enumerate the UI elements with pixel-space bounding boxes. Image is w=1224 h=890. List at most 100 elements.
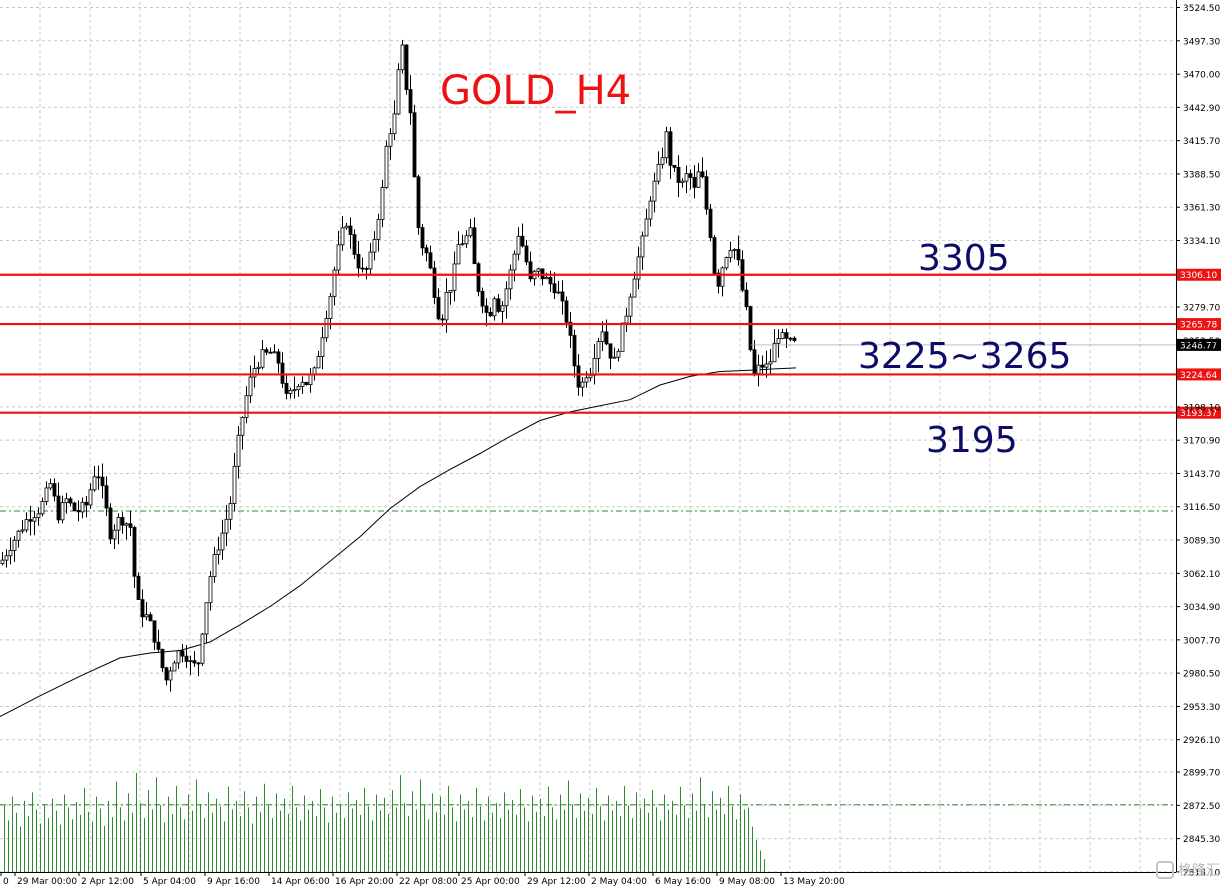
candle-body <box>768 361 773 365</box>
candle-body <box>20 529 25 532</box>
candle <box>476 261 481 297</box>
candle-body <box>184 655 189 662</box>
level-label-box <box>1177 318 1221 331</box>
candle <box>40 497 45 517</box>
candle <box>372 231 377 261</box>
candle <box>176 649 181 669</box>
candle <box>248 365 253 404</box>
candle <box>20 520 25 534</box>
candle <box>580 376 585 397</box>
candle <box>364 266 369 280</box>
candle-body <box>484 305 489 313</box>
candle-body <box>68 498 73 504</box>
current-price-box <box>1177 338 1221 351</box>
candle-body <box>280 362 285 384</box>
price-tick-label: 3388.50 <box>1183 170 1220 180</box>
candle <box>292 376 297 399</box>
candle <box>660 147 665 169</box>
candle-body <box>100 476 105 487</box>
candle <box>684 165 689 194</box>
candle <box>164 666 169 686</box>
candle <box>592 344 597 385</box>
candle-body <box>432 267 437 298</box>
candle-body <box>384 145 389 188</box>
candle <box>704 170 709 215</box>
candle <box>156 629 161 652</box>
price-tick-label: 3442.90 <box>1183 104 1220 114</box>
candle-body <box>584 377 589 383</box>
candle-body <box>324 318 329 339</box>
level-label: 3306.10 <box>1180 271 1217 281</box>
candle-body <box>176 650 181 664</box>
candle <box>132 525 137 588</box>
candle <box>124 522 129 540</box>
candle-body <box>444 291 449 321</box>
price-candles <box>0 39 797 692</box>
candle <box>452 251 457 302</box>
candle-body <box>76 510 81 513</box>
candle <box>172 660 177 672</box>
candle <box>72 501 77 512</box>
candle-body <box>336 244 341 271</box>
candle-body <box>296 386 301 391</box>
candle <box>180 643 185 663</box>
candle <box>696 163 701 189</box>
candle <box>668 127 673 179</box>
candle <box>516 227 521 261</box>
candle-body <box>192 660 197 664</box>
candle <box>572 329 577 378</box>
candle-body <box>760 364 765 368</box>
candle-body <box>696 171 701 188</box>
price-tick-label: 2980.50 <box>1183 670 1220 680</box>
candle <box>768 348 773 375</box>
candle-body <box>44 487 49 502</box>
candle-body <box>292 389 297 392</box>
candle <box>396 63 401 116</box>
candle-body <box>364 268 369 270</box>
time-tick-label: 25 Apr 00:00 <box>461 877 520 886</box>
candle <box>60 495 65 524</box>
candle <box>152 620 157 651</box>
candle-body <box>40 501 45 515</box>
level-label: 3193.37 <box>1180 409 1217 419</box>
candle <box>84 495 89 518</box>
time-axis: 0 29 Mar 00:00 2 Apr 12:00 5 Apr 04:00 9 Apr… <box>0 872 845 887</box>
candle <box>376 213 381 252</box>
price-tick-label: 2953.30 <box>1183 703 1220 713</box>
candle-body <box>372 238 377 253</box>
candle <box>792 336 797 343</box>
candle <box>368 243 373 274</box>
candle-body <box>28 519 33 522</box>
time-tick-label: 6 May 16:00 <box>655 877 711 886</box>
candle <box>324 310 329 342</box>
candle-body <box>168 670 173 681</box>
candle-body <box>748 306 753 351</box>
candle-body <box>508 269 513 290</box>
candle-body <box>208 576 213 604</box>
candle-body <box>4 555 9 561</box>
candle-body <box>120 517 125 526</box>
volume-bars <box>4 772 765 872</box>
support-resistance-levels: 3306.10 3265.78 3224.64 3193.37 3248.77 <box>0 268 1221 419</box>
candle <box>472 217 477 265</box>
candle-body <box>672 164 677 168</box>
candle <box>356 240 361 278</box>
candle-body <box>704 176 709 210</box>
candle-body <box>668 131 673 166</box>
candle-body <box>644 218 649 237</box>
candle <box>184 645 189 669</box>
candle <box>596 338 601 373</box>
candle <box>104 476 109 517</box>
candle <box>380 179 385 228</box>
candle-body <box>260 349 265 368</box>
candle-body <box>212 554 217 578</box>
candle <box>276 349 281 373</box>
level-label: 3224.64 <box>1180 371 1217 381</box>
candle-body <box>600 331 605 342</box>
candle-body <box>276 351 281 364</box>
candle <box>340 216 345 251</box>
price-tick-label: 3470.00 <box>1183 71 1220 81</box>
candle <box>404 44 409 95</box>
candle-body <box>204 602 209 635</box>
